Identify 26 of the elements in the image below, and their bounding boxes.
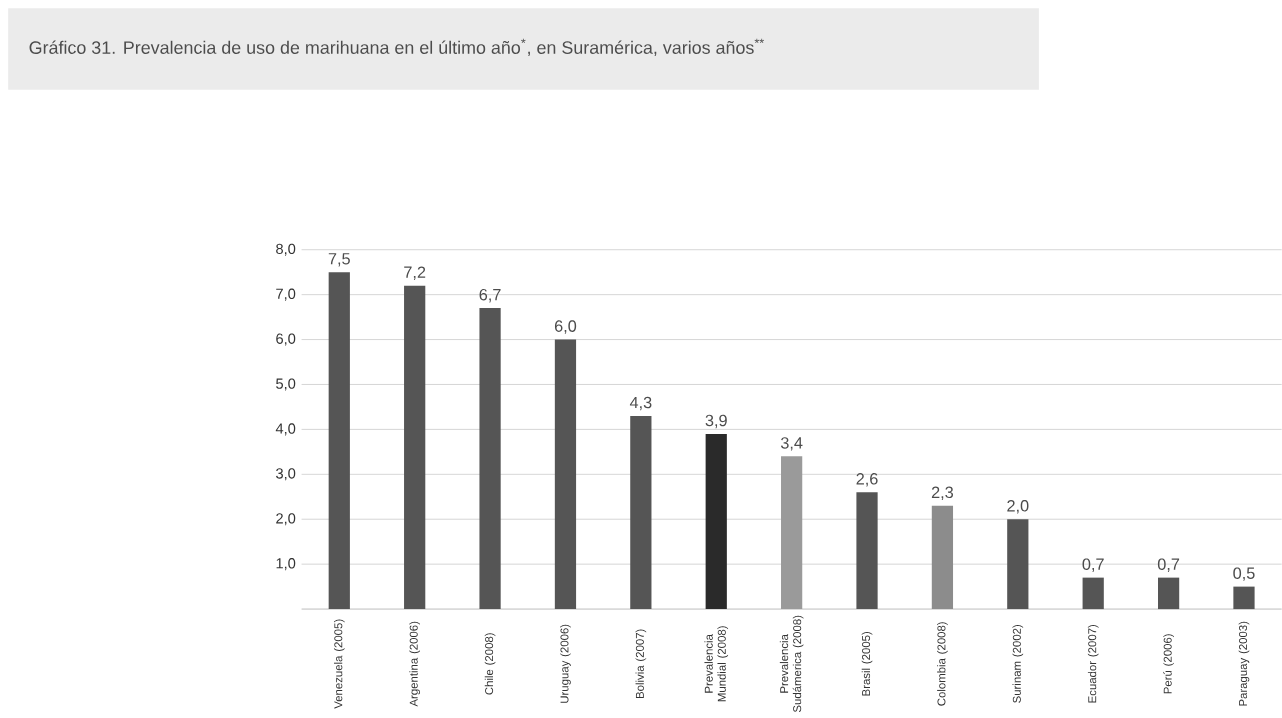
data-label: 2,0	[1007, 499, 1029, 514]
chart-title: Gráfico 31. Prevalencia de uso de marihuana en el último año$^{*}$, en Suramérica, varios años$^{**}$	[29, 38, 764, 56]
bar	[479, 307, 501, 609]
bar	[856, 492, 878, 609]
bar	[1233, 586, 1255, 609]
data-label: 7,2	[404, 266, 426, 280]
data-label: 3,9	[705, 414, 727, 429]
data-label: 2,6	[856, 472, 878, 487]
data-label: 0,7	[1157, 558, 1180, 572]
bar	[554, 339, 577, 609]
bar	[328, 272, 350, 609]
data-label: 3,4	[780, 437, 803, 451]
data-label: 0,7	[1082, 558, 1104, 572]
bar	[705, 433, 727, 609]
bar	[1082, 577, 1104, 609]
data-label: 6,0	[554, 320, 577, 334]
bar	[630, 415, 652, 609]
bar	[1007, 519, 1029, 609]
data-label: 6,7	[479, 288, 501, 303]
data-label: 2,3	[931, 486, 954, 500]
bar	[404, 285, 426, 609]
data-label: 7,5	[328, 253, 350, 267]
data-label: 4,3	[629, 396, 652, 411]
bar	[1157, 577, 1180, 609]
data-label: 0,5	[1233, 567, 1255, 581]
bar	[931, 505, 954, 609]
